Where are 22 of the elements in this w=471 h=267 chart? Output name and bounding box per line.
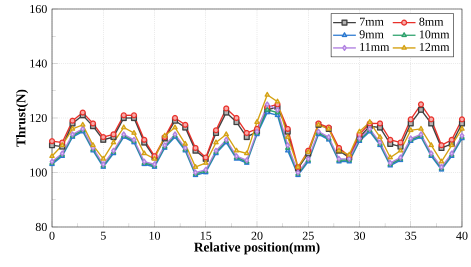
x-tick-label: 30: [354, 232, 366, 240]
x-tick-label: 35: [405, 232, 416, 240]
x-axis-title: Relative position(mm): [194, 242, 320, 254]
x-tick-label: 40: [456, 232, 468, 240]
legend-label: 12mm: [420, 42, 450, 51]
legend-label: 10mm: [420, 30, 450, 38]
legend-label: 11mm: [360, 42, 390, 51]
y-tick-label: 80: [36, 222, 47, 232]
x-tick-label: 5: [100, 232, 106, 240]
y-tick-label: 160: [30, 4, 47, 14]
y-tick-label: 120: [30, 114, 47, 122]
legend-label: 7mm: [360, 18, 384, 26]
y-tick-label: 140: [30, 59, 47, 68]
x-tick-label: 20: [252, 232, 263, 240]
y-axis-title: Thrust(N): [16, 90, 28, 147]
x-tick-label: 0: [49, 232, 55, 240]
x-tick-label: 15: [200, 232, 212, 240]
legend-label: 9mm: [360, 30, 384, 38]
x-tick-label: 25: [302, 232, 314, 240]
legend-label: 8mm: [419, 18, 444, 26]
y-tick-label: 100: [30, 168, 47, 177]
x-tick-label: 10: [150, 232, 160, 240]
